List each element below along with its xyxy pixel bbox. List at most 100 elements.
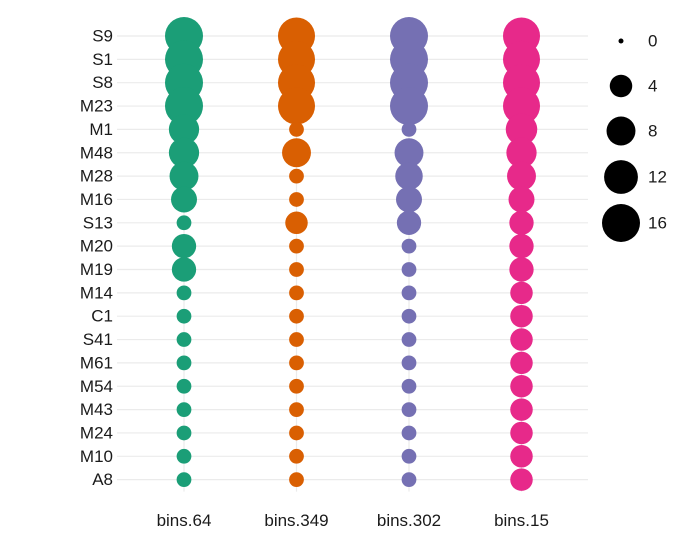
y-tick-label: M19 — [80, 260, 113, 279]
data-point — [289, 332, 304, 347]
data-point — [505, 113, 538, 146]
data-point — [390, 87, 428, 126]
data-point — [176, 215, 192, 231]
data-point — [401, 355, 417, 371]
data-point — [401, 285, 417, 301]
data-point — [401, 262, 417, 277]
data-point — [176, 402, 192, 417]
data-point — [289, 448, 304, 464]
data-point — [510, 398, 533, 421]
data-point — [176, 425, 192, 441]
data-point — [401, 472, 417, 488]
data-point — [289, 122, 304, 137]
data-point — [396, 186, 422, 213]
data-point — [289, 238, 304, 254]
data-point — [176, 378, 192, 394]
data-point — [509, 257, 534, 282]
data-point — [289, 378, 304, 394]
y-tick-label: M54 — [80, 377, 113, 396]
data-point — [509, 210, 534, 235]
data-point — [285, 211, 308, 235]
y-tick-label: A8 — [92, 470, 113, 489]
data-point — [401, 308, 417, 324]
data-point — [277, 87, 316, 125]
y-tick-label: S1 — [92, 50, 113, 69]
legend-size-label: 0 — [648, 32, 657, 51]
data-point — [289, 192, 304, 207]
data-point — [282, 138, 311, 168]
data-point — [289, 425, 304, 441]
data-point — [176, 355, 192, 371]
y-tick-label: M1 — [89, 120, 113, 139]
data-point — [401, 122, 417, 137]
data-point — [176, 472, 192, 488]
data-point — [507, 161, 536, 191]
y-tick-label: S9 — [92, 27, 113, 46]
y-tick-label: C1 — [91, 307, 113, 326]
data-point — [168, 137, 200, 168]
y-tick-label: S41 — [83, 330, 113, 349]
data-point — [176, 308, 192, 324]
data-point — [510, 281, 533, 305]
x-axis-tick-labels: bins.64 bins.349 bins.302 bins.15 — [157, 511, 549, 530]
data-point — [171, 186, 197, 213]
data-point — [176, 448, 192, 464]
data-point — [510, 304, 533, 328]
data-point — [168, 114, 200, 145]
data-point — [171, 233, 197, 259]
data-point — [510, 445, 533, 468]
data-point — [171, 257, 197, 282]
data-point — [509, 233, 534, 259]
data-point — [289, 355, 304, 371]
legend-size-label: 12 — [648, 168, 667, 187]
y-tick-label: M20 — [80, 237, 113, 256]
legend-size-circle — [618, 38, 624, 44]
data-point — [165, 87, 203, 126]
y-tick-label: M43 — [80, 400, 113, 419]
data-point — [401, 425, 417, 441]
data-point — [401, 448, 417, 464]
data-point — [289, 308, 304, 324]
data-point — [401, 332, 417, 347]
data-point — [289, 472, 304, 488]
y-tick-label: M16 — [80, 190, 113, 209]
x-tick-label: bins.15 — [494, 511, 549, 530]
data-point — [506, 137, 537, 168]
data-point — [401, 378, 417, 394]
data-point — [510, 468, 533, 491]
data-point — [510, 375, 533, 398]
y-tick-label: M23 — [80, 97, 113, 116]
data-point — [502, 87, 541, 125]
data-point — [176, 332, 192, 347]
data-point — [169, 161, 199, 191]
y-tick-label: S13 — [83, 213, 113, 232]
data-point — [401, 238, 417, 254]
x-tick-label: bins.64 — [157, 511, 212, 530]
data-point — [289, 285, 304, 301]
data-point — [510, 421, 533, 445]
data-point — [289, 402, 304, 417]
y-tick-label: M61 — [80, 353, 113, 372]
data-point — [396, 210, 422, 235]
data-point — [289, 168, 304, 184]
data-point — [401, 402, 417, 417]
y-tick-label: M28 — [80, 167, 113, 186]
legend-size-label: 8 — [648, 122, 657, 141]
y-tick-label: M10 — [80, 447, 113, 466]
data-point — [510, 351, 533, 375]
y-tick-label: M48 — [80, 143, 113, 162]
data-point — [394, 138, 424, 168]
y-axis-tick-labels: S9 S1 S8 M23 M1 M48 M28 M16 S13 M20 M19 M14 C1 S41 M61… — [80, 27, 113, 490]
x-tick-label: bins.349 — [264, 511, 328, 530]
data-point — [508, 186, 535, 213]
data-point — [176, 285, 192, 301]
data-point — [510, 328, 533, 351]
data-point — [289, 262, 304, 277]
size-legend: 0 4 8 12 16 — [602, 32, 667, 242]
data-point — [395, 162, 423, 190]
y-tick-label: M14 — [80, 283, 113, 302]
data-points — [165, 17, 541, 491]
y-tick-label: M24 — [80, 423, 113, 442]
y-tick-label: S8 — [92, 73, 113, 92]
